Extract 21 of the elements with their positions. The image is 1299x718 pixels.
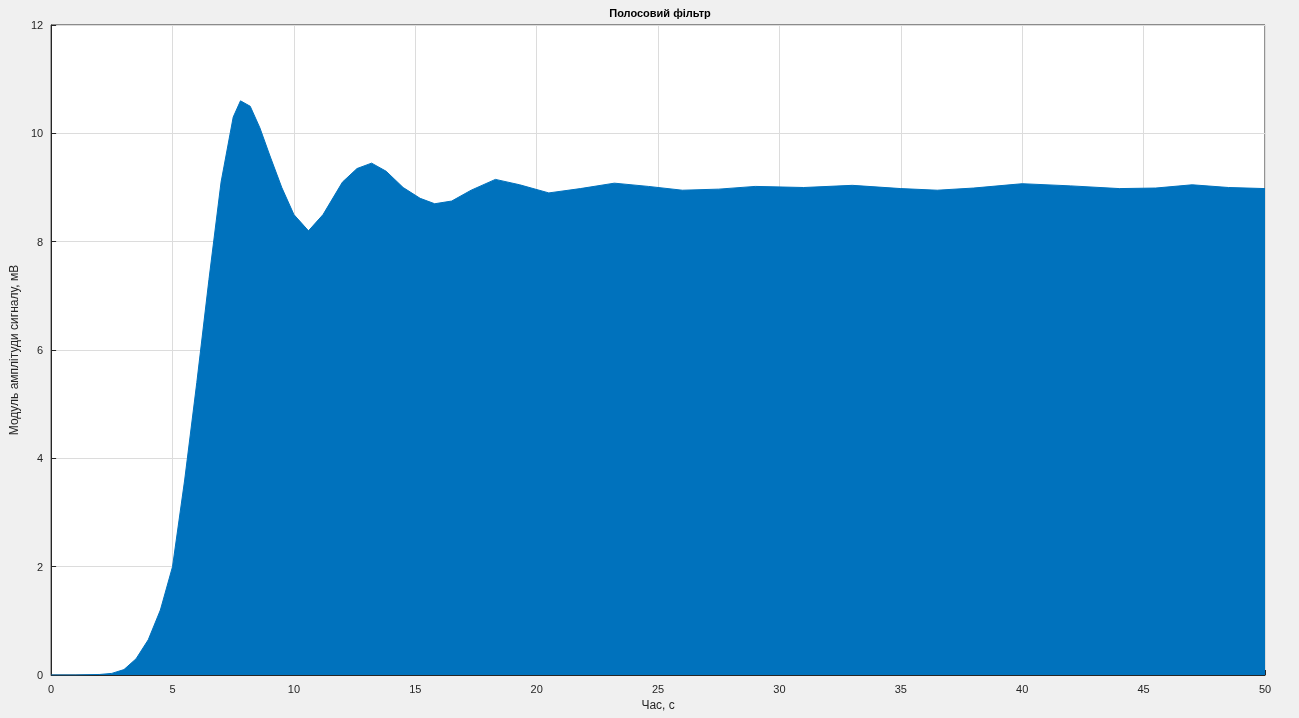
- y-tick-label: 2: [37, 560, 44, 573]
- x-tick-label: 35: [894, 682, 907, 695]
- y-axis-title: Модуль амплітуди сигналу, мВ: [7, 264, 21, 436]
- y-tick-label: 0: [37, 669, 44, 681]
- y-tick-label: 12: [30, 19, 44, 31]
- x-tick-label: 15: [409, 682, 422, 695]
- x-tick-label: 40: [1016, 682, 1029, 695]
- y-tick-label: 10: [30, 127, 44, 140]
- y-tick-label: 4: [37, 452, 44, 465]
- x-tick-label: 45: [1137, 682, 1150, 695]
- x-tick-label: 30: [773, 682, 786, 695]
- y-tick-label: 6: [37, 344, 44, 356]
- x-tick-label: 50: [1258, 682, 1272, 695]
- x-axis-title: Час, с: [641, 697, 675, 712]
- x-tick-label: 20: [530, 682, 543, 695]
- x-tick-label: 10: [287, 682, 301, 695]
- x-tick-label: 25: [651, 682, 665, 695]
- x-tick-label: 5: [169, 682, 176, 695]
- chart-title: Полосовий фільтр: [609, 6, 712, 19]
- x-tick-label: 0: [48, 682, 55, 695]
- y-tick-label: 8: [37, 235, 44, 248]
